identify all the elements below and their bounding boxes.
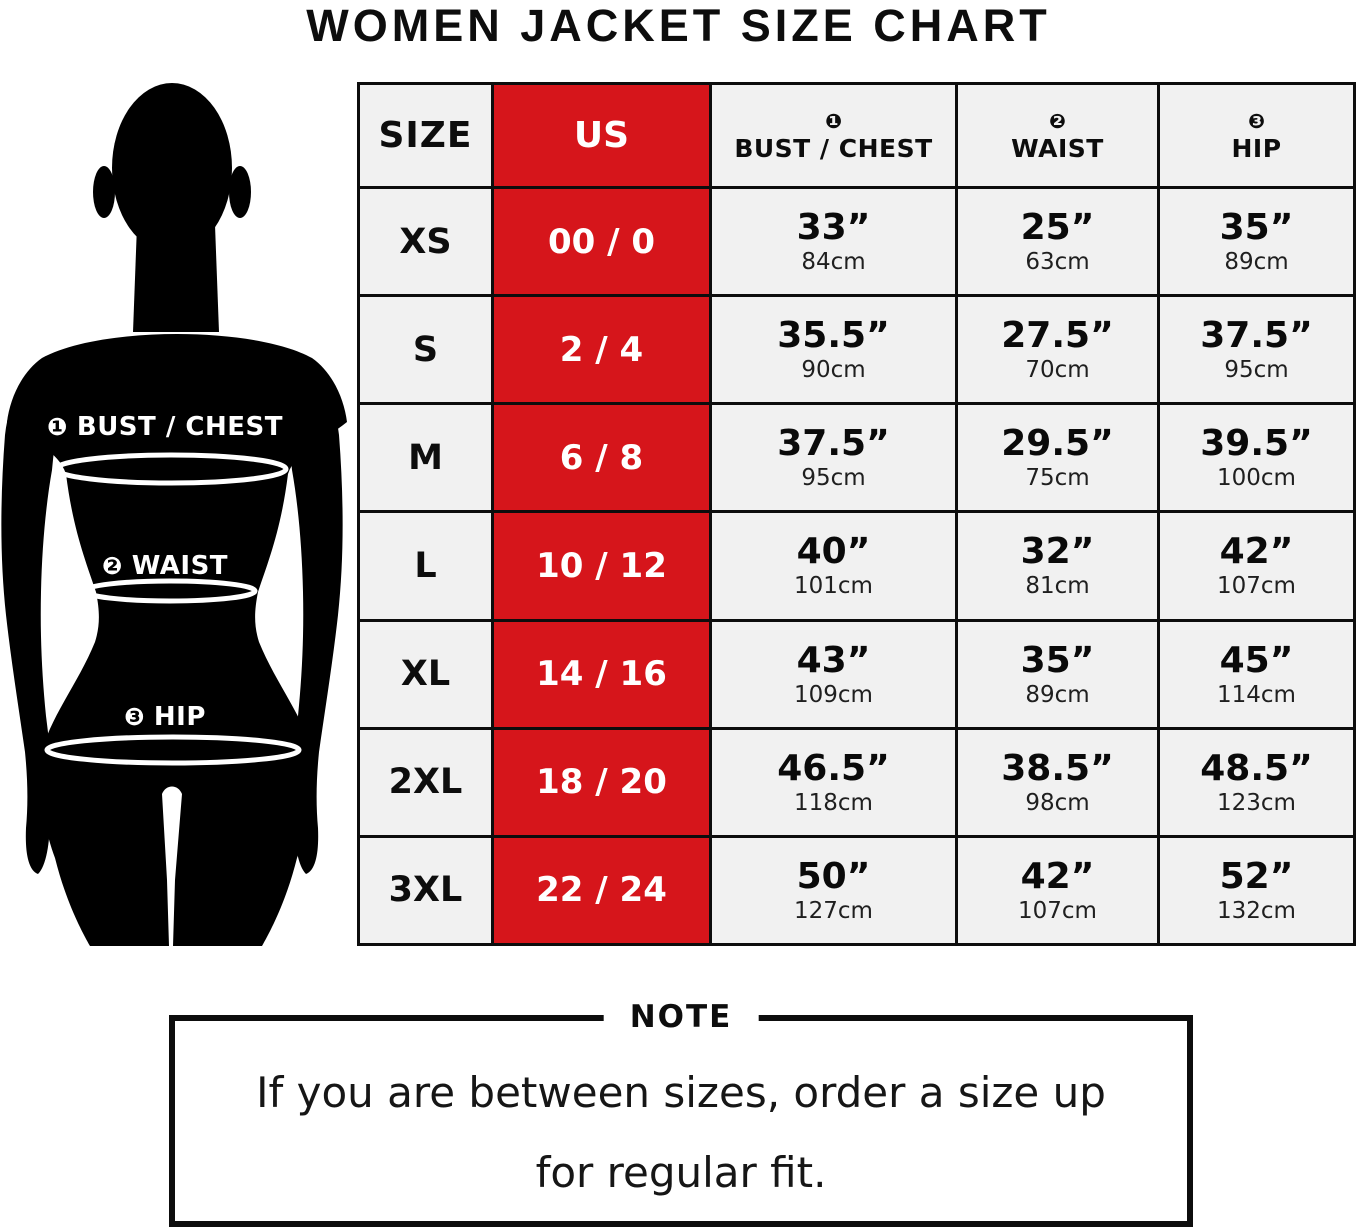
- body-measurement-figure: ❶ BUST / CHEST ❷ WAIST ❸ HIP: [0, 80, 356, 948]
- size-cell: 3XL: [357, 834, 494, 947]
- figure-waist-label: ❷ WAIST: [0, 551, 330, 581]
- size-cell: M: [357, 402, 494, 514]
- figure-bust-text: BUST / CHEST: [76, 412, 283, 442]
- waist-cell: 29.5” 75cm: [955, 402, 1160, 514]
- hip-cell: 42” 107cm: [1157, 510, 1356, 622]
- header-hip-label: HIP: [1231, 133, 1282, 163]
- waist-cell: 35” 89cm: [955, 618, 1160, 730]
- size-cell: L: [357, 510, 494, 622]
- table-row-2xl: 2XL 18 / 20 46.5” 118cm 38.5” 98cm 48.5” 12…: [357, 726, 1356, 838]
- bust-measure-ellipse: [53, 452, 289, 486]
- circled-1-icon: ❶: [47, 413, 68, 441]
- circled-2-icon: ❷: [1049, 108, 1066, 133]
- header-us: US: [491, 82, 712, 189]
- bust-cell: 46.5” 118cm: [709, 726, 958, 838]
- hip-cell: 45” 114cm: [1157, 618, 1356, 730]
- size-cell: S: [357, 294, 494, 406]
- us-cell: 18 / 20: [491, 726, 712, 838]
- table-row-xs: XS 00 / 0 33” 84cm 25” 63cm 35” 89cm: [357, 185, 1356, 298]
- table-row-3xl: 3XL 22 / 24 50” 127cm 42” 107cm 52” 132cm: [357, 834, 1356, 947]
- header-waist: ❷ WAIST: [955, 82, 1160, 189]
- us-cell: 10 / 12: [491, 510, 712, 622]
- note-line-2: for regular fit.: [535, 1148, 827, 1197]
- us-cell: 14 / 16: [491, 618, 712, 730]
- bust-cell: 50” 127cm: [709, 834, 958, 947]
- waist-cell: 27.5” 70cm: [955, 294, 1160, 406]
- table-row-s: S 2 / 4 35.5” 90cm 27.5” 70cm 37.5” 95cm: [357, 294, 1356, 406]
- table-row-xl: XL 14 / 16 43” 109cm 35” 89cm 45” 114cm: [357, 618, 1356, 730]
- circled-3-icon: ❸: [124, 703, 145, 731]
- bust-cell: 37.5” 95cm: [709, 402, 958, 514]
- circled-3-icon: ❸: [1248, 108, 1265, 133]
- figure-bust-label: ❶ BUST / CHEST: [0, 412, 330, 442]
- woman-silhouette-icon: [1, 83, 347, 946]
- hip-cell: 52” 132cm: [1157, 834, 1356, 947]
- header-waist-label: WAIST: [1011, 133, 1104, 163]
- note-text: If you are between sizes, order a size u…: [175, 1053, 1187, 1213]
- table-row-m: M 6 / 8 37.5” 95cm 29.5” 75cm 39.5” 100cm: [357, 402, 1356, 514]
- hip-cell: 39.5” 100cm: [1157, 402, 1356, 514]
- hip-measure-ellipse: [44, 734, 302, 766]
- bust-cell: 33” 84cm: [709, 185, 958, 298]
- hip-cell: 35” 89cm: [1157, 185, 1356, 298]
- size-chart-table: SIZE US ❶ BUST / CHEST ❷ WAIST ❸ HIP XS …: [357, 82, 1356, 947]
- us-cell: 2 / 4: [491, 294, 712, 406]
- waist-cell: 38.5” 98cm: [955, 726, 1160, 838]
- waist-measure-ellipse: [82, 578, 258, 604]
- hip-cell: 37.5” 95cm: [1157, 294, 1356, 406]
- us-cell: 22 / 24: [491, 834, 712, 947]
- table-row-l: L 10 / 12 40” 101cm 32” 81cm 42” 107cm: [357, 510, 1356, 622]
- figure-hip-text: HIP: [153, 702, 206, 732]
- size-cell: 2XL: [357, 726, 494, 838]
- figure-waist-text: WAIST: [131, 551, 229, 581]
- header-hip: ❸ HIP: [1157, 82, 1356, 189]
- hip-cell: 48.5” 123cm: [1157, 726, 1356, 838]
- bust-cell: 43” 109cm: [709, 618, 958, 730]
- note-line-1: If you are between sizes, order a size u…: [256, 1068, 1106, 1117]
- size-cell: XL: [357, 618, 494, 730]
- note-box: NOTE If you are between sizes, order a s…: [169, 997, 1193, 1227]
- header-bust-chest: ❶ BUST / CHEST: [709, 82, 958, 189]
- note-title: NOTE: [603, 997, 759, 1037]
- figure-hip-label: ❸ HIP: [0, 702, 330, 732]
- us-cell: 6 / 8: [491, 402, 712, 514]
- waist-cell: 32” 81cm: [955, 510, 1160, 622]
- waist-cell: 42” 107cm: [955, 834, 1160, 947]
- page-title: WOMEN JACKET SIZE CHART: [306, 0, 1051, 51]
- header-bust-chest-label: BUST / CHEST: [734, 133, 933, 163]
- waist-cell: 25” 63cm: [955, 185, 1160, 298]
- us-cell: 00 / 0: [491, 185, 712, 298]
- bust-cell: 40” 101cm: [709, 510, 958, 622]
- circled-2-icon: ❷: [101, 552, 123, 580]
- circled-1-icon: ❶: [825, 108, 842, 133]
- bust-cell: 35.5” 90cm: [709, 294, 958, 406]
- size-cell: XS: [357, 185, 494, 298]
- header-row: SIZE US ❶ BUST / CHEST ❷ WAIST ❸ HIP: [357, 82, 1356, 189]
- header-size: SIZE: [357, 82, 494, 189]
